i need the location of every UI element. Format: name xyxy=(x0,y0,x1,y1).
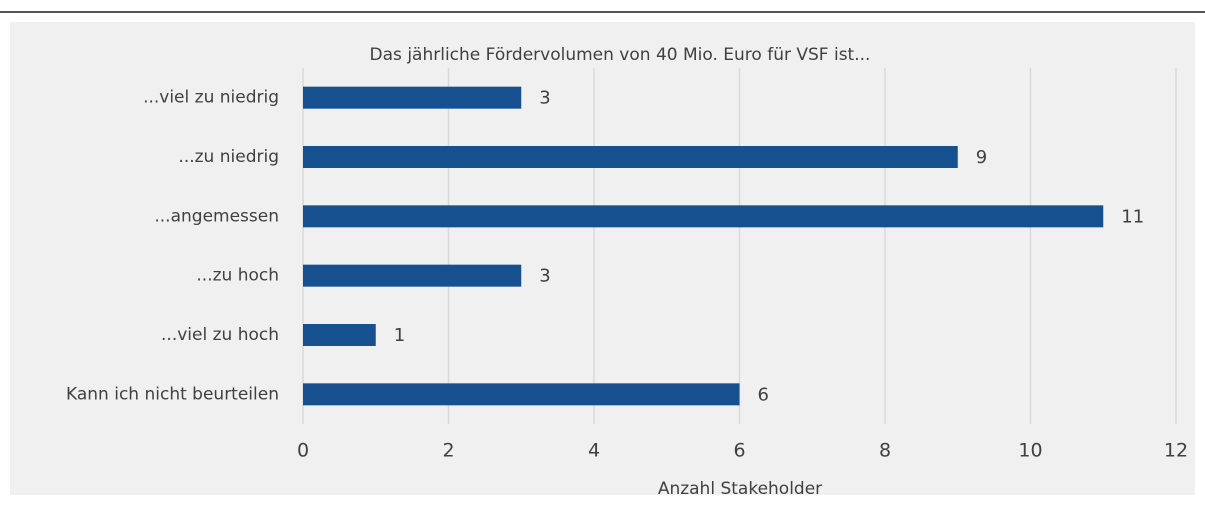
x-tick-label: 10 xyxy=(1018,440,1042,462)
x-tick-label: 8 xyxy=(879,440,891,462)
x-axis-label: Anzahl Stakeholder xyxy=(658,479,822,499)
y-tick-label: ...zu niedrig xyxy=(178,147,279,167)
chart-panel xyxy=(10,22,1195,495)
bar xyxy=(303,264,522,287)
chart-title: Das jährliche Fördervolumen von 40 Mio. … xyxy=(370,45,871,65)
x-tick-label: 4 xyxy=(588,440,600,462)
bar xyxy=(303,324,376,346)
x-tick-label: 0 xyxy=(297,440,309,462)
bar xyxy=(303,86,522,109)
bar xyxy=(303,146,958,168)
data-label: 1 xyxy=(394,325,405,346)
data-label: 9 xyxy=(976,147,987,168)
data-label: 6 xyxy=(758,384,769,405)
y-tick-label: ...zu hoch xyxy=(196,266,279,286)
x-tick-label: 2 xyxy=(442,440,454,462)
x-tick-label: 6 xyxy=(733,440,745,462)
data-label: 11 xyxy=(1121,206,1144,227)
bar xyxy=(303,383,740,406)
x-tick-label: 12 xyxy=(1164,440,1188,462)
y-tick-label: Kann ich nicht beurteilen xyxy=(66,384,279,404)
data-label: 3 xyxy=(539,266,550,287)
bar xyxy=(303,205,1104,228)
y-tick-label: ...viel zu niedrig xyxy=(143,88,279,108)
y-tick-label: ...angemessen xyxy=(154,206,279,226)
y-tick-label: ...viel zu hoch xyxy=(161,325,279,345)
data-label: 3 xyxy=(539,88,550,109)
